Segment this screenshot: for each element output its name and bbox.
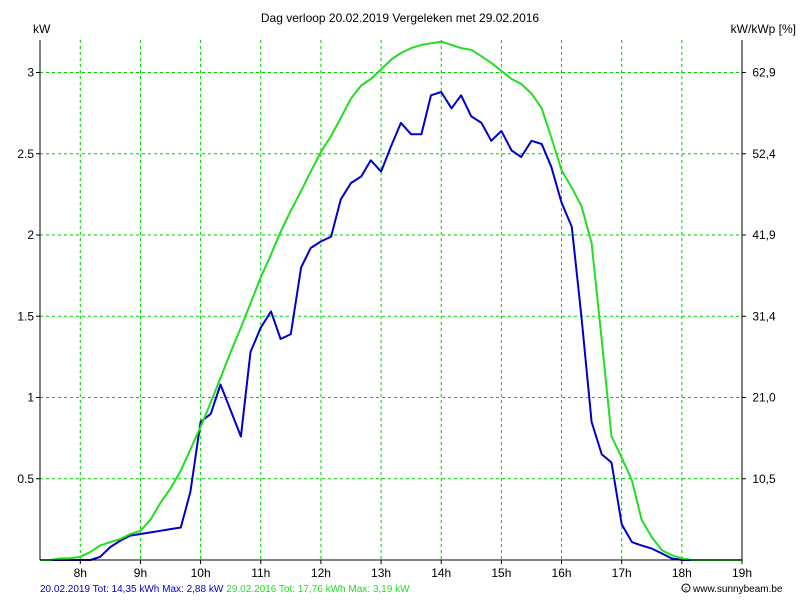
y-left-tick-label: 0.5 — [17, 472, 34, 486]
x-axis-ticks: 8h 9h 10h 11h 12h 13h 14h 15h 16h 17h 18h 19h — [74, 560, 752, 580]
y-left-tick-label: 1 — [27, 391, 34, 405]
y-right-tick-label: 52,4 — [752, 147, 776, 161]
x-tick-label: 18h — [672, 566, 692, 580]
copyright-icon-letter: c — [685, 587, 688, 593]
x-tick-label: 12h — [311, 566, 331, 580]
y-axis-left-label: kW — [33, 22, 51, 36]
x-tick-label: 17h — [612, 566, 632, 580]
x-tick-label: 9h — [134, 566, 147, 580]
x-tick-label: 14h — [431, 566, 451, 580]
y-right-tick-label: 21,0 — [752, 391, 776, 405]
y-axis-right-label: kW/kWp [%] — [731, 22, 796, 36]
footer-series2-totals: 29.02.2016 Tot: 17,76 kWh Max: 3,19 kW — [226, 584, 410, 595]
y-axis-right-ticks: 10,5 21,0 31,4 41,9 52,4 62,9 — [742, 66, 776, 486]
x-tick-label: 10h — [191, 566, 211, 580]
y-right-tick-label: 10,5 — [752, 472, 776, 486]
x-tick-label: 19h — [732, 566, 752, 580]
series-lines — [40, 40, 742, 561]
y-left-tick-label: 1.5 — [17, 309, 34, 323]
plot-frame — [39, 40, 743, 561]
y-left-tick-label: 2.5 — [17, 147, 34, 161]
y-left-tick-label: 3 — [27, 66, 34, 80]
x-tick-label: 15h — [491, 566, 511, 580]
chart-title: Dag verloop 20.02.2019 Vergeleken met 29… — [261, 11, 540, 25]
footer-totals: 20.02.2019 Tot: 14,35 kWh Max: 2,88 kW 29… — [40, 584, 410, 595]
x-tick-label: 11h — [251, 566, 270, 580]
y-right-tick-label: 31,4 — [752, 309, 776, 323]
grid-lines — [40, 40, 743, 560]
copyright-icon — [681, 583, 691, 593]
x-tick-label: 13h — [371, 566, 391, 580]
y-right-tick-label: 41,9 — [752, 228, 776, 242]
y-right-tick-label: 62,9 — [752, 66, 776, 80]
credit-text: www.sunnybeam.be — [692, 584, 783, 595]
series-line-29.02.2016 — [40, 40, 742, 561]
x-tick-label: 16h — [552, 566, 572, 580]
footer-series1-totals: 20.02.2019 Tot: 14,35 kWh Max: 2,88 kW — [40, 584, 224, 595]
y-axis-left-ticks: 0.5 1 1.5 2 2.5 3 — [17, 66, 40, 486]
y-left-tick-label: 2 — [27, 228, 34, 242]
x-tick-label: 8h — [74, 566, 87, 580]
credit: c www.sunnybeam.be — [681, 583, 783, 595]
series-line-20.02.2019 — [40, 91, 742, 561]
